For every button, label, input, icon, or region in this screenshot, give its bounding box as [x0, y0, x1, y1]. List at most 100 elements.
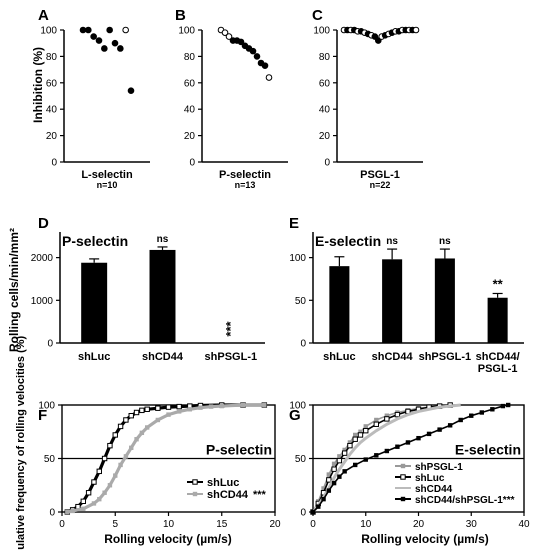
legend-label-g: shPSGL-1: [415, 462, 463, 473]
data-point-f: [123, 417, 129, 423]
data-point-a: [127, 87, 135, 95]
data-point-g: [321, 486, 326, 491]
data-point-f: [129, 445, 134, 450]
data-point-g: [353, 462, 358, 468]
data-point-b: [261, 62, 269, 69]
y-tick-label-b: 40: [184, 105, 196, 116]
legend-label-g: shCD44: [415, 484, 453, 495]
data-point-g: [337, 454, 342, 459]
x-tick-label-f: 0: [59, 519, 65, 530]
data-point-g: [326, 477, 332, 483]
data-point-f: [187, 407, 192, 412]
y-tick-label-f: 100: [38, 401, 55, 412]
y-tick-label-a: 100: [40, 26, 57, 37]
y-tick-label-g: 100: [289, 401, 306, 412]
data-point-g: [490, 407, 495, 412]
category-label-e: shCD44: [372, 351, 414, 363]
data-point-f: [96, 468, 102, 475]
data-point-f: [133, 409, 140, 416]
panel-letter-e: E: [289, 215, 299, 232]
data-point-g: [363, 427, 369, 434]
data-point-f: [240, 402, 246, 408]
y-axis-label-bottom: Cumulative frequency of rolling velociti…: [15, 335, 27, 550]
category-label-c: PSGL-1: [360, 169, 400, 181]
bar-d: [149, 249, 176, 343]
data-point-g: [363, 457, 368, 462]
bar-e: [382, 259, 403, 343]
data-point-f: [107, 442, 113, 449]
data-point-f: [139, 407, 145, 414]
x-tick-label-f: 15: [216, 519, 228, 530]
data-point-g: [400, 496, 406, 502]
y-tick-label-d: 2000: [31, 253, 54, 264]
data-point-g: [374, 453, 379, 458]
legend-label-f: shCD44: [207, 489, 249, 501]
legend-label-f: shLuc: [207, 477, 239, 489]
panel-letter-f: F: [38, 407, 47, 424]
panel-letter-g: G: [289, 407, 301, 424]
significance-label-d: ns: [157, 234, 169, 245]
data-point-f: [176, 409, 182, 414]
data-point-f: [81, 506, 86, 511]
chart-title-f: P-selectin: [206, 442, 272, 458]
data-point-g: [358, 429, 363, 434]
data-point-f: [139, 430, 145, 436]
panel-letter-a: A: [38, 7, 49, 24]
panels: A020406080100L-selectinn=10B020406080100…: [31, 7, 530, 530]
data-point-g: [342, 469, 347, 474]
data-point-a: [106, 26, 113, 34]
category-label-e: shCD44/: [476, 351, 520, 363]
x-tick-label-f: 5: [112, 519, 118, 530]
data-point-g: [373, 421, 380, 427]
data-point-f: [107, 483, 113, 488]
significance-label-d: ***: [223, 320, 238, 336]
data-point-g: [458, 417, 463, 423]
data-point-g: [331, 466, 337, 472]
x-tick-label-g: 20: [413, 519, 425, 530]
y-tick-label-a: 40: [46, 105, 58, 116]
chart-title-g: E-selectin: [455, 442, 521, 458]
category-label-e: shLuc: [323, 351, 355, 363]
category-label-d: shLuc: [78, 351, 110, 363]
data-point-f: [113, 473, 118, 478]
data-point-b: [237, 38, 245, 46]
data-point-g: [363, 424, 368, 429]
data-point-g: [384, 448, 390, 454]
data-point-f: [176, 403, 182, 410]
data-point-b: [225, 33, 233, 40]
x-tick-label-f: 10: [163, 519, 175, 530]
category-label-e: PSGL-1: [478, 363, 518, 375]
data-point-g: [337, 474, 342, 479]
y-tick-label-d: 1000: [31, 296, 54, 307]
data-point-g: [505, 402, 511, 408]
x-tick-label-g: 10: [360, 519, 372, 530]
data-point-g: [326, 472, 332, 477]
data-point-g: [331, 480, 337, 486]
bar-e: [434, 258, 455, 343]
panel-letter-c: C: [312, 7, 323, 24]
data-point-g: [352, 436, 358, 442]
data-point-f: [128, 413, 134, 419]
data-point-f: [198, 405, 203, 410]
data-point-f: [145, 425, 150, 430]
y-tick-label-c: 100: [313, 26, 330, 37]
data-point-g: [426, 431, 432, 437]
data-point-f: [123, 454, 129, 459]
bar-e: [487, 297, 508, 343]
data-point-a: [95, 37, 103, 44]
data-point-f: [144, 406, 150, 412]
significance-label-e: **: [493, 276, 504, 291]
legend-label-g: shCD44/shPSGL-1***: [415, 495, 515, 506]
data-point-f: [102, 490, 107, 495]
data-point-g: [341, 450, 348, 456]
data-point-g: [321, 496, 326, 502]
data-point-g: [416, 435, 421, 441]
data-point-a: [90, 33, 97, 40]
significance-label-e: ns: [386, 236, 398, 247]
data-point-f: [91, 501, 97, 506]
y-tick-label-c: 60: [319, 78, 331, 89]
data-point-f: [80, 498, 86, 505]
x-tick-label-g: 40: [518, 519, 530, 530]
y-tick-label-e: 0: [300, 339, 306, 350]
y-axis-label-middle: Rolling cells/min/mm²: [7, 228, 21, 352]
